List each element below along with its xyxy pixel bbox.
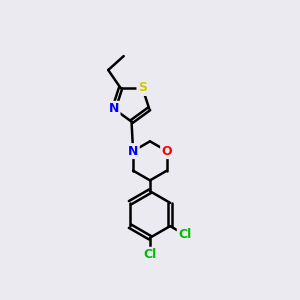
Text: N: N xyxy=(109,102,119,115)
Text: S: S xyxy=(138,82,147,94)
Text: O: O xyxy=(162,145,172,158)
Text: Cl: Cl xyxy=(178,228,191,241)
Text: Cl: Cl xyxy=(143,248,157,261)
Text: N: N xyxy=(128,145,138,158)
